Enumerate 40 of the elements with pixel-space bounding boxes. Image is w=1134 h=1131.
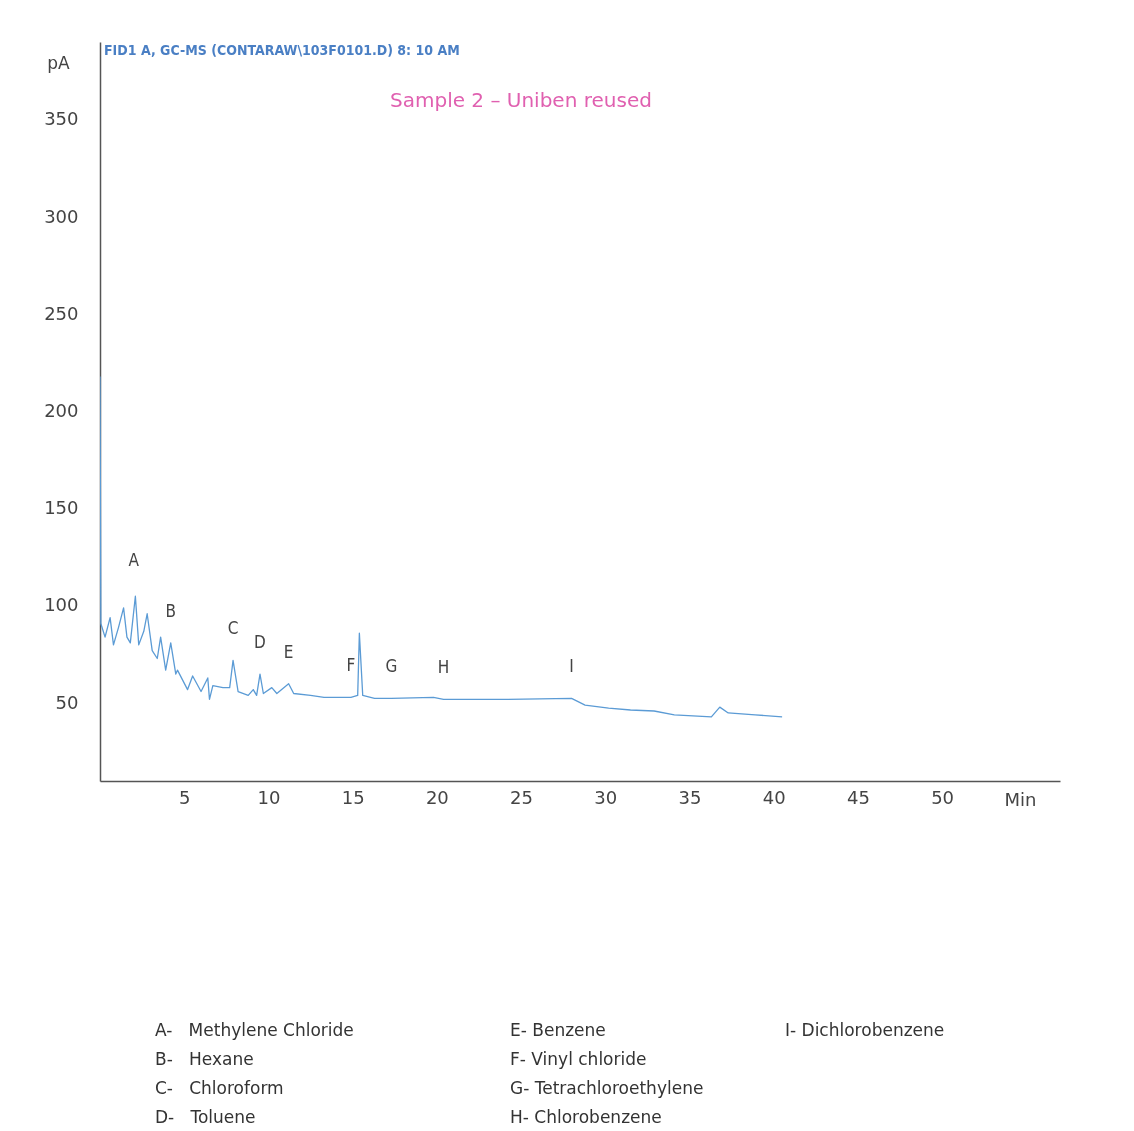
chart-subtitle: FID1 A, GC-MS (CONTARAW\103F0101.D) 8: 10 AM	[104, 42, 460, 58]
x-tick-label: 15	[341, 786, 365, 808]
x-tick-label: 20	[425, 786, 449, 808]
annotation: D	[254, 632, 266, 653]
y-tick-label: 250	[44, 302, 79, 324]
text: B- Hexane	[155, 1049, 255, 1071]
annotation: I	[569, 656, 574, 677]
line-series	[100, 375, 783, 718]
annotation: B	[165, 600, 176, 621]
annotation: G	[385, 656, 398, 677]
text: H- Chlorobenzene	[510, 1107, 663, 1129]
annotation: C	[227, 618, 239, 639]
y-tick-label: 300	[44, 205, 79, 227]
x-tick-label: 35	[678, 786, 702, 808]
text: G- Tetrachloroethylene	[510, 1078, 705, 1100]
x-axis-title: Min	[1004, 788, 1037, 810]
x-tick-label: 40	[762, 786, 786, 808]
x-tick-label: 25	[510, 786, 534, 808]
text: F- Vinyl chloride	[510, 1049, 648, 1071]
y-tick-label: 50	[55, 691, 79, 713]
text: Sample 2 – Uniben reused	[390, 88, 652, 112]
annotation: A	[128, 550, 140, 571]
x-tick-label: 5	[178, 786, 191, 808]
y-tick-label: 150	[44, 497, 79, 519]
annotation: F	[346, 655, 356, 676]
x-tick-label: 10	[257, 786, 281, 808]
text: C- Chloroform	[155, 1078, 285, 1100]
x-tick-label: 50	[931, 786, 955, 808]
y-axis-title: pA	[47, 52, 71, 73]
x-tick-label: 30	[594, 786, 618, 808]
y-tick-label: 350	[44, 108, 79, 130]
x-tick-label: 45	[846, 786, 870, 808]
text: A- Methylene Chloride	[155, 1020, 355, 1042]
text: D- Toluene	[155, 1107, 257, 1129]
text: E- Benzene	[510, 1020, 607, 1042]
y-tick-label: 100	[44, 594, 79, 616]
y-tick-label: 200	[44, 400, 79, 421]
annotation: E	[283, 641, 294, 662]
annotation: H	[437, 657, 450, 678]
text: I- Dichlorobenzene	[785, 1020, 946, 1042]
